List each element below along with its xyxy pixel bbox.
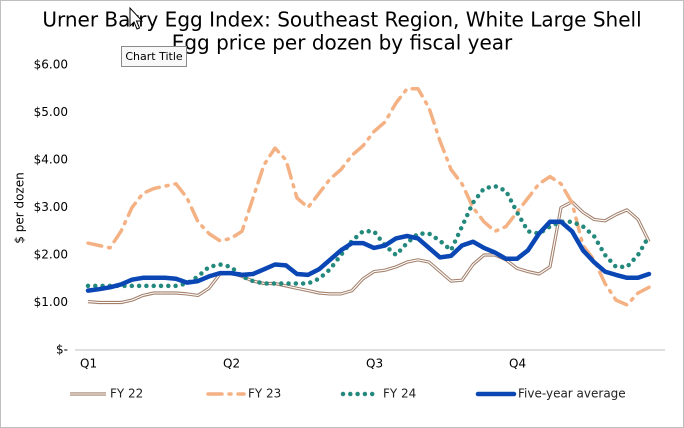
x-tick-label: Q3 [366, 357, 383, 371]
y-tick-label: $6.00 [34, 58, 68, 72]
y-tick-label: $5.00 [34, 105, 68, 119]
y-tick-label: $3.00 [34, 200, 68, 214]
y-tick-label: $1.00 [34, 295, 68, 309]
series-line [85, 219, 652, 293]
y-tick-label: $4.00 [34, 153, 68, 167]
legend-label: Five-year average [518, 387, 626, 401]
x-tick-label: Q2 [223, 357, 240, 371]
series-line [86, 87, 651, 307]
x-tick-label: Q4 [509, 357, 526, 371]
legend-label: FY 24 [383, 387, 416, 401]
chart-title: Urner Barry Egg Index: Southeast Region,… [42, 8, 641, 32]
y-axis-label: $ per dozen [13, 172, 27, 243]
chart-subtitle: Egg price per dozen by fiscal year [172, 31, 513, 55]
y-tick-label: $- [56, 343, 68, 357]
tooltip: Chart Title [125, 50, 183, 63]
y-tick-label: $2.00 [34, 248, 68, 262]
mouse-cursor [129, 6, 144, 30]
legend-label: FY 23 [248, 387, 281, 401]
plot-area: $- $1.00 $2.00 $3.00 $4.00 $5.00 $6.00 Q1 Q2 Q3 Q4… [34, 58, 665, 401]
legend-label: FY 22 [110, 387, 143, 401]
series-line-inner [87, 201, 650, 304]
series-line [85, 183, 652, 289]
x-tick-label: Q1 [80, 357, 97, 371]
tooltip-box [121, 46, 187, 67]
